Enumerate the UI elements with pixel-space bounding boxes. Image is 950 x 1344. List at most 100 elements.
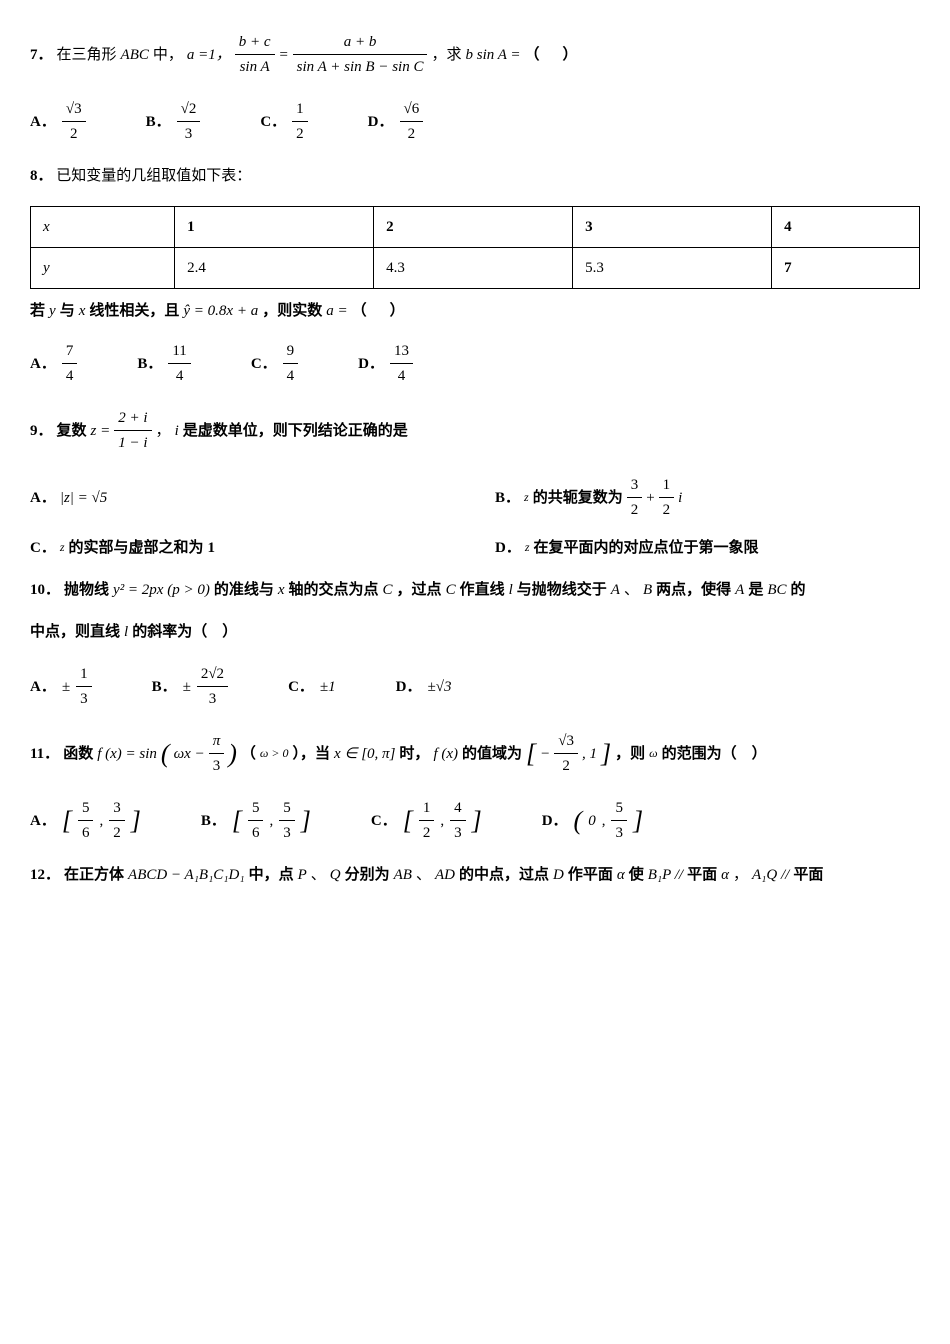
- t: 是: [748, 578, 763, 602]
- q8-num: 8．: [30, 168, 53, 184]
- cell: 2.4: [175, 248, 374, 289]
- d: 4: [62, 364, 78, 388]
- t: 、: [624, 578, 639, 602]
- one: , 1: [582, 742, 597, 766]
- lp: (: [161, 733, 170, 775]
- t: 作直线: [460, 578, 505, 602]
- c: C: [383, 578, 393, 602]
- q7-choice-b: B． √23: [146, 97, 201, 146]
- d: 3: [209, 754, 225, 778]
- q8-l2c: 线性相关，且: [89, 299, 179, 323]
- n: √3: [554, 729, 578, 754]
- q8-table: x 1 2 3 4 y 2.4 4.3 5.3 7: [30, 206, 920, 289]
- q10: 10． 抛物线 y² = 2px (p > 0) 的准线与 x 轴的交点为点 C…: [30, 578, 920, 602]
- q7-abc: ABC: [121, 43, 149, 67]
- t: 平面: [687, 863, 717, 887]
- t: 与抛物线交于: [517, 578, 607, 602]
- q8: 8． 已知变量的几组取值如下表：: [30, 164, 920, 188]
- q7-zhong: 中，: [153, 43, 183, 67]
- l: [: [62, 800, 72, 842]
- b1p: B₁P //: [648, 863, 683, 887]
- q7-bsina: b sin A =: [465, 43, 520, 67]
- q7-frac1: b + c sin A: [235, 30, 275, 79]
- l: [: [403, 800, 413, 842]
- t: 作平面: [568, 863, 613, 887]
- r: ]: [633, 800, 643, 842]
- d: 2: [554, 754, 578, 778]
- d: 1 − i: [114, 431, 151, 455]
- n: 3: [109, 796, 125, 821]
- n: 13: [390, 339, 413, 364]
- q7-blank: （ ）: [524, 43, 581, 67]
- l: (: [574, 800, 583, 842]
- q8-l2b: 与: [60, 299, 75, 323]
- c: ,: [269, 809, 273, 833]
- q8-l2d: ，则实数: [262, 299, 322, 323]
- pm: ±: [183, 675, 191, 699]
- d: 3: [611, 821, 627, 845]
- a1: α: [617, 863, 625, 887]
- d: 3: [197, 687, 228, 711]
- q: Q: [330, 863, 341, 887]
- q9-num: 9．: [30, 419, 53, 443]
- n: 5: [248, 796, 264, 821]
- n: 4: [450, 796, 466, 821]
- t: ），当: [292, 742, 330, 766]
- cell: 4.3: [374, 248, 573, 289]
- t: 时，: [399, 742, 429, 766]
- lb: [: [526, 733, 536, 775]
- n: 11: [168, 339, 190, 364]
- l: l: [124, 620, 128, 644]
- q11-choices: A． [ 56 , 32 ] B． [ 56 , 53 ] C． [ 12 , …: [30, 796, 920, 845]
- q8-choice-d: D． 134: [358, 339, 413, 388]
- d: 2: [659, 498, 675, 522]
- t: （: [241, 742, 256, 766]
- wx: ωx −: [174, 742, 205, 766]
- n: 5: [279, 796, 295, 821]
- table-row: x 1 2 3 4: [31, 207, 920, 248]
- t: 两点，使得: [656, 578, 731, 602]
- bplus: +: [646, 486, 654, 510]
- q8-choice-b: B． 114: [137, 339, 190, 388]
- q7-comma: ，求: [431, 43, 461, 67]
- p: P: [298, 863, 307, 887]
- c: ,: [602, 809, 606, 833]
- t: 的斜率为（ ）: [132, 620, 237, 644]
- q9-row2: C． z 的实部与虚部之和为 1 D． z 在复平面内的对应点位于第一象限: [30, 536, 920, 560]
- q9-ta: 复数: [57, 419, 87, 443]
- t: 中，点: [249, 863, 294, 887]
- cell: 5.3: [573, 248, 772, 289]
- ld: D．: [495, 536, 521, 560]
- lc: C．: [30, 536, 56, 560]
- q12: 12． 在正方体 ABCD − A₁B₁C₁D₁ 中，点 P 、 Q 分别为 A…: [30, 863, 920, 887]
- q10-choices: A． ± 13 B． ± 2√23 C． ±1 D． ±√3: [30, 662, 920, 711]
- n: 5: [78, 796, 94, 821]
- a: A: [611, 578, 620, 602]
- d: 4: [168, 364, 190, 388]
- la: A．: [30, 486, 56, 510]
- q9-tc: 是虚数单位，则下列结论正确的是: [183, 419, 408, 443]
- v: ±1: [320, 675, 336, 699]
- cell: 1: [175, 207, 374, 248]
- c: ,: [99, 809, 103, 833]
- t: 分别为: [345, 863, 390, 887]
- rp: ): [228, 733, 237, 775]
- fx: f (x) = sin: [97, 742, 157, 766]
- t: 的范围为（ ）: [662, 742, 767, 766]
- xin: x ∈ [0, π]: [334, 742, 395, 766]
- b: B: [643, 578, 652, 602]
- q7-frac2: a + b sin A + sin B − sin C: [293, 30, 428, 79]
- n: 3: [627, 473, 643, 498]
- cell: x: [31, 207, 175, 248]
- n: 2 + i: [114, 406, 151, 431]
- q7b-num: √2: [177, 97, 201, 122]
- q7d-den: 2: [400, 122, 424, 146]
- d: 4: [390, 364, 413, 388]
- q8-aeq: a =: [326, 299, 347, 323]
- n: 9: [283, 339, 299, 364]
- q7-choice-d: D． √62: [368, 97, 424, 146]
- q9-choice-b: B． z 的共轭复数为 32 + 12 i: [495, 473, 920, 522]
- n: 1: [419, 796, 435, 821]
- n: 5: [611, 796, 627, 821]
- label-d: D．: [368, 110, 394, 134]
